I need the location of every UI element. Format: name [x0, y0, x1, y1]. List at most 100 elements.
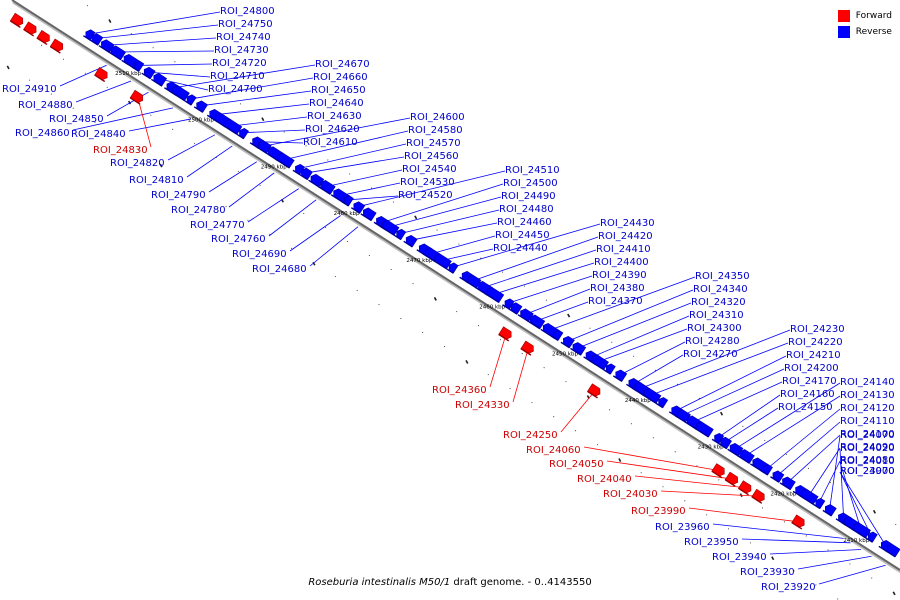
track-dash: [465, 359, 469, 364]
gene-label-reverse: ROI_24750: [218, 19, 273, 30]
leader-line: [797, 555, 872, 570]
leader-line: [839, 448, 845, 519]
gene-label-reverse: ROI_24770: [190, 220, 245, 231]
leader-line-forward: [137, 97, 152, 148]
reverse-gene-shape: [320, 180, 336, 195]
reverse-gene: [736, 449, 755, 464]
leader-line-forward: [560, 390, 596, 433]
gene-label-reverse: ROI_24170: [782, 376, 837, 387]
gene-label-reverse: ROI_24440: [493, 243, 548, 254]
reverse-gene: [865, 531, 878, 543]
gene-label-reverse: ROI_24540: [402, 164, 457, 175]
gene-shade: [274, 158, 290, 169]
track-dash: [771, 556, 775, 561]
leader-line: [591, 315, 690, 358]
reverse-gene-shape: [801, 488, 819, 505]
leader-line: [382, 183, 504, 223]
reverse-gene: [446, 262, 459, 274]
reverse-gene-shape: [714, 432, 725, 445]
gene-label-reverse: ROI_23960: [655, 522, 710, 533]
gene-shade: [9, 20, 21, 28]
reverse-gene: [193, 100, 209, 113]
forward-gene: [520, 340, 534, 356]
gene-label-reverse: ROI_24640: [309, 98, 364, 109]
reverse-gene-shape: [486, 287, 505, 303]
gene-shade: [674, 415, 687, 423]
leader-line: [712, 523, 844, 539]
gene-shade: [502, 304, 510, 310]
gene-label-reverse: ROI_24320: [691, 297, 746, 308]
gene-shade: [432, 259, 447, 270]
leader-line: [567, 289, 694, 342]
gene-shade: [884, 549, 896, 558]
gene-shade: [98, 45, 110, 53]
gene-label-reverse: ROI_24800: [220, 6, 275, 17]
leader-line: [228, 172, 275, 208]
reverse-gene: [812, 497, 826, 510]
leader-line: [410, 222, 498, 241]
gene-shade: [724, 479, 736, 487]
gene-label-reverse: ROI_24600: [410, 112, 465, 123]
reverse-gene: [603, 363, 616, 375]
gene-label-reverse: ROI_24140: [840, 377, 895, 388]
track-dash: [261, 117, 265, 122]
reverse-gene-shape: [529, 314, 546, 330]
reverse-gene-shape: [396, 228, 407, 240]
scale-tick-label: 2440 kbp: [625, 398, 651, 404]
gene-shade: [570, 347, 582, 356]
reverse-gene: [298, 167, 313, 181]
gene-label-reverse: ROI_24020: [840, 443, 895, 454]
leader-line: [190, 77, 314, 100]
gene-label-reverse: ROI_24700: [208, 84, 263, 95]
gene-shade: [49, 45, 61, 54]
leader-line: [675, 355, 787, 412]
reverse-gene-shape: [85, 29, 96, 41]
leader-line: [128, 118, 191, 132]
reverse-gene: [655, 397, 669, 409]
scale-tick-label: 2500 kbp: [188, 118, 214, 124]
reverse-gene: [770, 470, 785, 483]
reverse-gene: [108, 45, 127, 61]
leader-line: [818, 460, 841, 503]
gene-shade: [738, 487, 749, 496]
gene-label-reverse: ROI_24710: [210, 71, 265, 82]
leader-line: [138, 63, 213, 66]
leader-line: [724, 407, 779, 443]
leader-line: [717, 394, 781, 438]
leader-line: [232, 116, 308, 127]
scale-tick-label: 2470 kbp: [406, 258, 432, 264]
gene-label-reverse: ROI_24570: [406, 138, 461, 149]
leader-line: [745, 395, 841, 456]
leader-line: [326, 169, 403, 187]
gene-label-reverse: ROI_24410: [596, 244, 651, 255]
gene-shade: [589, 360, 605, 371]
gene-label-reverse: ROI_24910: [2, 84, 57, 95]
gene-label-forward: ROI_24030: [603, 489, 658, 500]
gene-shade: [527, 320, 541, 330]
gene-label-reverse: ROI_24790: [151, 190, 206, 201]
gene-label-reverse: ROI_24100: [840, 429, 895, 440]
gene-label-reverse: ROI_24530: [400, 177, 455, 188]
leader-line: [682, 368, 785, 416]
gene-label-forward: ROI_24060: [526, 445, 581, 456]
gene-shade: [641, 393, 657, 404]
track-dash: [6, 65, 10, 70]
gene-label-forward: ROI_24830: [93, 145, 148, 156]
track-dash: [433, 296, 437, 301]
reverse-gene: [798, 488, 819, 505]
gene-shade: [770, 476, 780, 483]
gene-shade: [341, 200, 349, 207]
forward-gene: [711, 463, 725, 479]
reverse-gene: [851, 522, 871, 539]
gene-label-reverse: ROI_24000: [840, 466, 895, 477]
gene-shade: [141, 72, 151, 80]
reverse-gene: [550, 329, 564, 342]
gene-shade: [717, 442, 728, 450]
reverse-gene: [403, 235, 418, 248]
reverse-gene-shape: [605, 363, 616, 375]
gene-label-reverse: ROI_24850: [49, 114, 104, 125]
leader-line: [769, 549, 862, 555]
reverse-gene: [502, 298, 515, 310]
gene-shade: [193, 106, 204, 113]
